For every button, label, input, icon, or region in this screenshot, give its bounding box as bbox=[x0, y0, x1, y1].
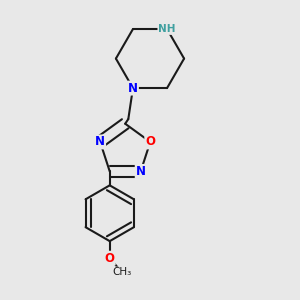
Text: NH: NH bbox=[158, 24, 176, 34]
Text: O: O bbox=[105, 252, 115, 265]
Text: N: N bbox=[95, 135, 105, 148]
Text: N: N bbox=[128, 82, 138, 94]
Text: N: N bbox=[136, 165, 146, 178]
Text: CH₃: CH₃ bbox=[112, 267, 132, 277]
Text: O: O bbox=[145, 135, 155, 148]
